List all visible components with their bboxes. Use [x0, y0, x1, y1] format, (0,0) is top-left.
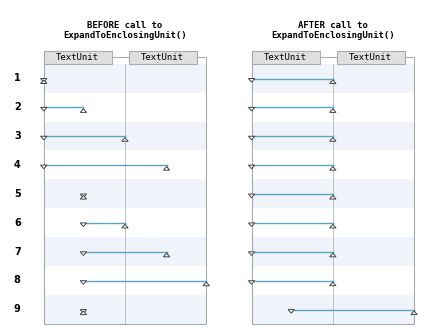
Circle shape	[7, 71, 28, 86]
Text: 5: 5	[14, 189, 20, 199]
Text: 2: 2	[14, 102, 20, 112]
Polygon shape	[122, 138, 128, 141]
Polygon shape	[411, 311, 417, 314]
Circle shape	[7, 273, 28, 288]
Text: TextUnit: TextUnit	[349, 53, 392, 62]
Polygon shape	[41, 165, 47, 169]
FancyBboxPatch shape	[44, 64, 206, 93]
Polygon shape	[80, 109, 87, 113]
Polygon shape	[249, 136, 255, 140]
Text: 6: 6	[14, 218, 20, 228]
Text: 9: 9	[14, 304, 20, 314]
Circle shape	[7, 215, 28, 230]
Polygon shape	[80, 223, 87, 226]
Polygon shape	[80, 281, 87, 284]
Circle shape	[7, 244, 28, 259]
Polygon shape	[288, 309, 294, 313]
Polygon shape	[80, 309, 87, 313]
Polygon shape	[41, 79, 47, 82]
Polygon shape	[41, 80, 47, 84]
FancyBboxPatch shape	[44, 237, 206, 266]
Circle shape	[7, 186, 28, 202]
Polygon shape	[330, 138, 336, 141]
FancyBboxPatch shape	[44, 51, 112, 64]
FancyBboxPatch shape	[44, 151, 206, 179]
Polygon shape	[330, 282, 336, 286]
FancyBboxPatch shape	[129, 51, 197, 64]
FancyBboxPatch shape	[252, 51, 320, 64]
FancyBboxPatch shape	[44, 266, 206, 295]
Polygon shape	[249, 223, 255, 226]
FancyBboxPatch shape	[252, 179, 414, 208]
FancyBboxPatch shape	[252, 93, 414, 122]
FancyBboxPatch shape	[252, 266, 414, 295]
Text: AFTER call to
ExpandToEnclosingUnit(): AFTER call to ExpandToEnclosingUnit()	[271, 21, 395, 40]
Circle shape	[7, 302, 28, 317]
Polygon shape	[164, 167, 170, 170]
Circle shape	[7, 99, 28, 115]
Circle shape	[7, 128, 28, 144]
Text: 4: 4	[14, 160, 20, 170]
Text: 7: 7	[14, 247, 20, 257]
Circle shape	[7, 157, 28, 173]
Polygon shape	[330, 224, 336, 228]
Text: TextUnit: TextUnit	[141, 53, 184, 62]
Polygon shape	[330, 196, 336, 199]
Polygon shape	[122, 224, 128, 228]
FancyBboxPatch shape	[252, 122, 414, 151]
Polygon shape	[330, 167, 336, 170]
Polygon shape	[249, 194, 255, 198]
Polygon shape	[330, 109, 336, 113]
Polygon shape	[249, 165, 255, 169]
Text: 1: 1	[14, 73, 20, 83]
FancyBboxPatch shape	[252, 295, 414, 324]
Polygon shape	[164, 253, 170, 257]
FancyBboxPatch shape	[44, 208, 206, 237]
FancyBboxPatch shape	[252, 237, 414, 266]
FancyBboxPatch shape	[44, 93, 206, 122]
Polygon shape	[41, 136, 47, 140]
FancyBboxPatch shape	[337, 51, 405, 64]
Polygon shape	[249, 108, 255, 111]
Polygon shape	[80, 252, 87, 255]
Polygon shape	[330, 253, 336, 257]
Text: TextUnit: TextUnit	[264, 53, 307, 62]
Polygon shape	[330, 80, 336, 84]
FancyBboxPatch shape	[252, 208, 414, 237]
FancyBboxPatch shape	[44, 122, 206, 151]
FancyBboxPatch shape	[44, 179, 206, 208]
FancyBboxPatch shape	[252, 64, 414, 93]
Polygon shape	[80, 311, 87, 314]
Polygon shape	[80, 194, 87, 198]
FancyBboxPatch shape	[252, 151, 414, 179]
Polygon shape	[41, 108, 47, 111]
Polygon shape	[249, 281, 255, 284]
Polygon shape	[80, 196, 87, 199]
Polygon shape	[249, 79, 255, 82]
Polygon shape	[203, 282, 209, 286]
Text: 8: 8	[14, 276, 21, 285]
Text: TextUnit: TextUnit	[56, 53, 99, 62]
FancyBboxPatch shape	[44, 295, 206, 324]
Text: 3: 3	[14, 131, 20, 141]
Polygon shape	[249, 252, 255, 255]
Text: BEFORE call to
ExpandToEnclosingUnit(): BEFORE call to ExpandToEnclosingUnit()	[63, 21, 187, 40]
